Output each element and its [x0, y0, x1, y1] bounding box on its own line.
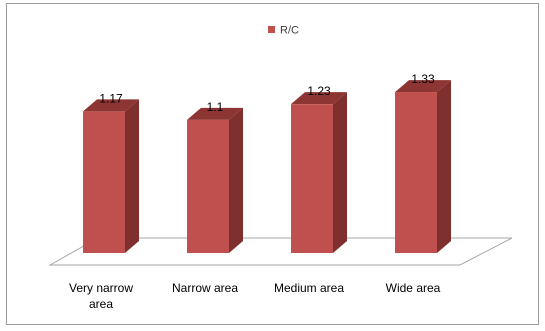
- data-label-3: 1.23: [307, 84, 331, 98]
- bar-3: [291, 92, 347, 253]
- x-tick-label-1: Very narrow area: [69, 281, 133, 311]
- bar-top: [187, 107, 243, 120]
- legend-label: R/C: [280, 25, 299, 37]
- bar-front: [187, 119, 229, 254]
- legend-swatch: [268, 26, 275, 33]
- bar-side: [125, 99, 139, 254]
- data-label-1: 1.17: [99, 91, 123, 105]
- bar-front: [83, 111, 125, 254]
- bar-side: [229, 107, 243, 254]
- x-tick-label-3: Medium area: [274, 281, 344, 295]
- legend: R/C: [268, 25, 299, 37]
- bar-top: [395, 80, 451, 93]
- bar-top: [83, 99, 139, 112]
- data-label-2: 1.1: [207, 100, 224, 114]
- bar-side: [437, 80, 451, 253]
- data-labels: 1.17 1.1 1.23 1.33: [99, 72, 435, 114]
- bar-side: [333, 92, 347, 253]
- x-tick-label-4: Wide area: [386, 281, 441, 295]
- bar-front: [395, 92, 437, 253]
- x-tick-label-2: Narrow area: [172, 281, 238, 295]
- bar-1: [83, 99, 139, 254]
- x-axis-tick-labels: Very narrow area Narrow area Medium area Wid…: [69, 281, 441, 311]
- bar-front: [291, 104, 333, 253]
- bar-top: [291, 92, 347, 105]
- bars: [83, 80, 451, 254]
- data-label-4: 1.33: [411, 72, 435, 86]
- bar-2: [187, 107, 243, 254]
- bar-4: [395, 80, 451, 253]
